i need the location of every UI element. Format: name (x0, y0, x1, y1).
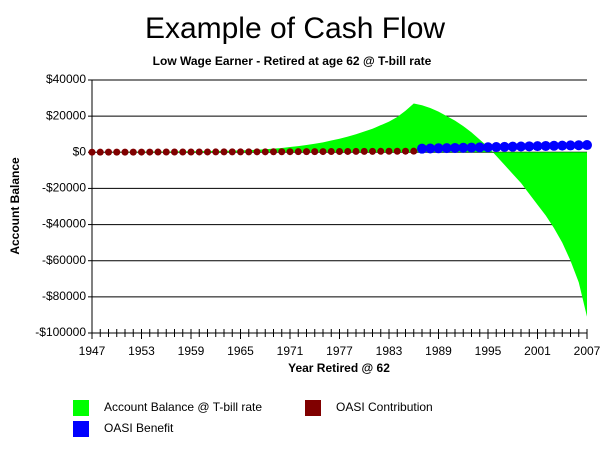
dot (179, 148, 187, 156)
area (92, 103, 587, 317)
dot (253, 148, 261, 156)
y-tick-label: -$100000 (35, 325, 86, 339)
y-tick-label: -$60000 (42, 253, 86, 267)
legend-swatch (73, 421, 89, 437)
dot (195, 148, 203, 156)
dot (162, 148, 170, 156)
dot (311, 148, 319, 156)
dot (491, 142, 502, 153)
dot (187, 148, 195, 156)
dot (319, 148, 327, 156)
dot (557, 140, 568, 151)
chart-title: Example of Cash Flow (145, 12, 445, 45)
x-tick-label: 1983 (376, 344, 403, 358)
x-tick-label: 1971 (277, 344, 304, 358)
dot (336, 147, 343, 155)
dot (344, 147, 352, 155)
dot (146, 148, 154, 156)
dot (402, 147, 409, 155)
dot (237, 148, 244, 156)
legend-label: OASI Contribution (336, 400, 433, 414)
x-axis-label: Year Retired @ 62 (288, 361, 390, 375)
y-axis-label: Account Balance (8, 157, 22, 255)
dot (483, 142, 493, 153)
legend-label: Account Balance @ T-bill rate (104, 400, 262, 414)
dot (88, 148, 96, 156)
dot (286, 148, 294, 156)
dot (121, 148, 129, 156)
dot (425, 143, 436, 154)
dot (204, 148, 211, 156)
dot (524, 141, 535, 152)
dot (540, 140, 551, 151)
x-tick-label: 1953 (128, 344, 155, 358)
dot (171, 148, 178, 156)
dot (220, 148, 228, 156)
dot (499, 141, 510, 152)
dot (549, 140, 559, 151)
x-tick-label: 1977 (326, 344, 353, 358)
dot (417, 143, 427, 154)
dot (303, 148, 310, 156)
legend-swatch (305, 400, 321, 416)
legend-swatch (73, 400, 89, 416)
dot (393, 147, 401, 155)
dot (228, 148, 236, 156)
dot (573, 140, 584, 151)
x-tick-label: 1965 (227, 344, 254, 358)
dot (369, 147, 376, 155)
dot (474, 142, 485, 153)
y-tick-label: $20000 (46, 108, 86, 122)
dot (466, 142, 477, 153)
dot (532, 141, 543, 152)
dot (138, 148, 145, 156)
dot (450, 142, 460, 153)
dot (410, 147, 418, 155)
dot (113, 148, 121, 156)
x-tick-label: 1947 (79, 344, 106, 358)
dot (105, 148, 112, 156)
y-tick-label: -$80000 (42, 289, 86, 303)
dot (270, 148, 277, 156)
x-tick-label: 1959 (178, 344, 205, 358)
legend-label: OASI Benefit (104, 421, 174, 435)
dot (441, 143, 452, 154)
dot (582, 140, 592, 151)
dot (129, 148, 137, 156)
dot (377, 147, 385, 155)
dot (294, 148, 302, 156)
dot (516, 141, 526, 152)
dot (565, 140, 576, 151)
y-tick-label: -$20000 (42, 181, 86, 195)
chart-subtitle: Low Wage Earner - Retired at age 62 @ T-… (153, 54, 432, 68)
dot (507, 141, 518, 152)
dot (433, 143, 444, 154)
y-tick-label: $40000 (46, 72, 86, 86)
dot (352, 147, 360, 155)
dot (261, 148, 269, 156)
dot (212, 148, 220, 156)
dot (245, 148, 253, 156)
x-tick-label: 1995 (475, 344, 502, 358)
dot (458, 142, 469, 153)
x-tick-label: 2007 (574, 344, 600, 358)
x-tick-label: 2001 (524, 344, 551, 358)
dot (96, 148, 104, 156)
dot (360, 147, 368, 155)
dot (154, 148, 162, 156)
y-tick-label: -$40000 (42, 217, 86, 231)
dot (327, 148, 335, 156)
dot (385, 147, 393, 155)
x-tick-label: 1989 (425, 344, 452, 358)
y-tick-label: $0 (73, 144, 87, 158)
dot (278, 148, 286, 156)
